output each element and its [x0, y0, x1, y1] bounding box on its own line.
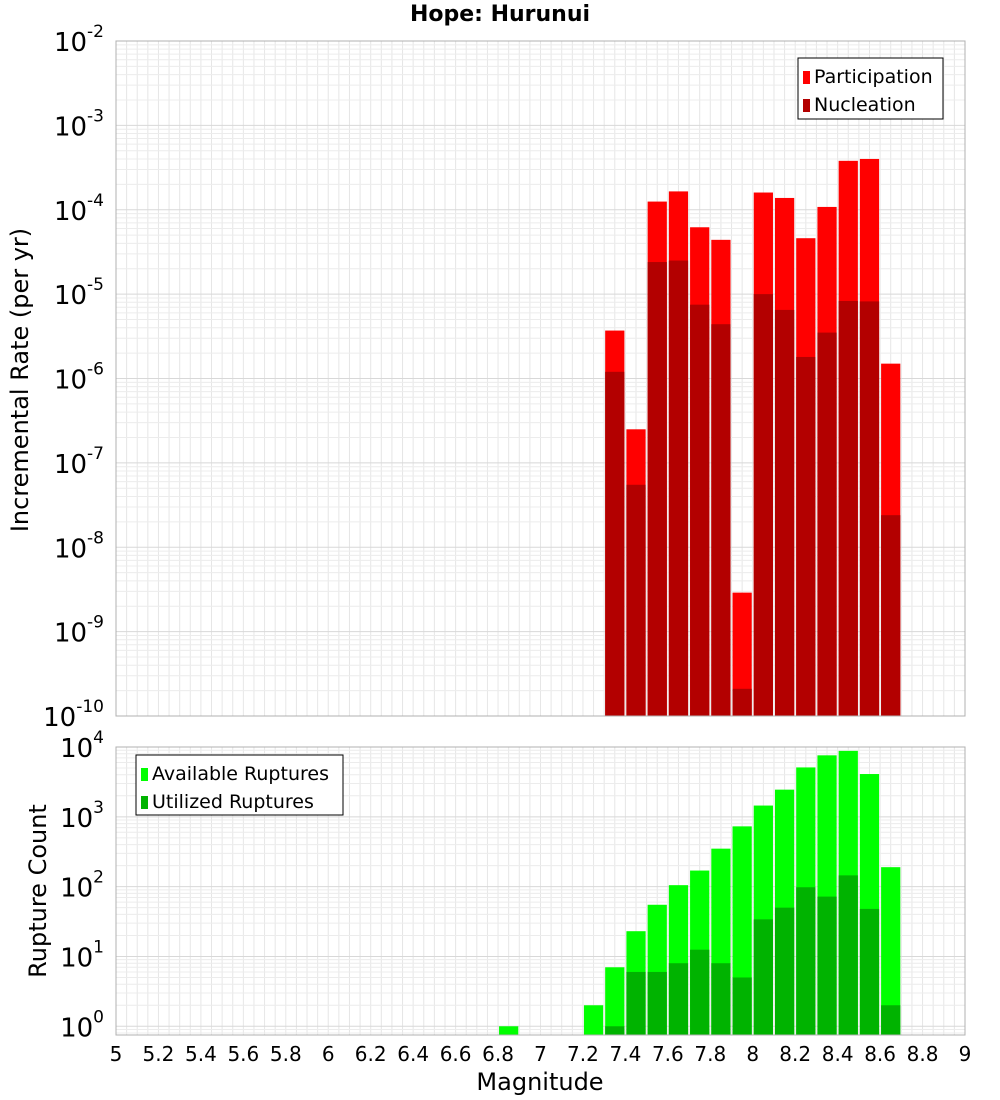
- bar-utilized-ruptures: [732, 977, 752, 1035]
- bar-nucleation: [690, 304, 710, 716]
- x-tick-label: 5.4: [185, 1042, 217, 1066]
- legend: Participation Nucleation: [797, 57, 944, 120]
- x-tick-label: 7: [534, 1042, 547, 1066]
- y-tick-label: 10-4: [54, 191, 104, 227]
- x-tick-label: 6.6: [440, 1042, 472, 1066]
- bar-utilized-ruptures: [626, 971, 646, 1035]
- bar-available-ruptures: [881, 867, 901, 1035]
- rate-y-axis-label: Incremental Rate (per yr): [6, 228, 34, 532]
- bar-nucleation: [753, 294, 773, 716]
- bar-utilized-ruptures: [817, 896, 837, 1035]
- y-tick-label: 103: [60, 798, 104, 834]
- bar-nucleation: [626, 484, 646, 716]
- x-tick-labels: 5 5.2 5.4 5.6 5.8 6 6.2 6.4 6.6 6.8 7 7.2 7.4 7.6 7.8 8…: [110, 1042, 972, 1066]
- bar-nucleation: [817, 332, 837, 716]
- bar-utilized-ruptures: [859, 908, 880, 1035]
- legend-swatch: [141, 796, 148, 809]
- x-tick-label: 6: [322, 1042, 335, 1066]
- rate-panel: 10-10 10-9 10-8 10-7 10-6 10-5 10-4 10-3 10-2 Par…: [43, 22, 966, 733]
- count-y-axis-label: Rupture Count: [24, 804, 52, 978]
- y-tick-label: 102: [60, 868, 104, 904]
- y-tick-label: 10-6: [54, 360, 104, 396]
- x-tick-label: 5.8: [270, 1042, 302, 1066]
- y-tick-label: 101: [60, 937, 104, 973]
- magnitude-axis-label: Magnitude: [476, 1068, 603, 1096]
- y-tick-label: 10-10: [43, 697, 104, 733]
- x-tick-label: 6.2: [355, 1042, 387, 1066]
- bar-nucleation: [711, 324, 731, 716]
- x-tick-label: 5.2: [143, 1042, 175, 1066]
- x-tick-label: 8.4: [822, 1042, 854, 1066]
- y-tick-label: 10-5: [54, 275, 104, 311]
- legend-label: Available Ruptures: [152, 763, 329, 785]
- bar-nucleation: [796, 356, 816, 716]
- legend-label: Nucleation: [814, 94, 916, 116]
- x-tick-label: 7.8: [694, 1042, 726, 1066]
- legend-label: Utilized Ruptures: [152, 791, 314, 813]
- bar-available-ruptures: [499, 1026, 519, 1035]
- legend-swatch: [141, 768, 148, 781]
- y-tick-label: 10-8: [54, 528, 104, 564]
- y-tick-label: 10-9: [54, 613, 104, 649]
- bar-utilized-ruptures: [753, 919, 773, 1035]
- bar-available-ruptures: [605, 967, 625, 1035]
- bar-nucleation: [647, 262, 667, 716]
- x-tick-label: 5: [110, 1042, 123, 1066]
- x-tick-label: 7.4: [609, 1042, 641, 1066]
- bar-utilized-ruptures: [774, 907, 795, 1035]
- bar-utilized-ruptures: [881, 1005, 901, 1035]
- y-tick-label: 10-7: [54, 444, 104, 480]
- x-tick-label: 6.8: [482, 1042, 514, 1066]
- x-tick-label: 8.8: [907, 1042, 939, 1066]
- x-tick-label: 8.2: [779, 1042, 811, 1066]
- x-tick-label: 8: [746, 1042, 759, 1066]
- bar-nucleation: [838, 300, 858, 716]
- y-tick-label: 10-2: [54, 22, 104, 58]
- bar-nucleation: [668, 260, 689, 716]
- bar-available-ruptures: [583, 1005, 604, 1035]
- legend: Available Ruptures Utilized Ruptures: [135, 754, 344, 816]
- bar-utilized-ruptures: [647, 971, 667, 1035]
- legend-box: [135, 754, 344, 816]
- bars: [499, 750, 901, 1035]
- bar-utilized-ruptures: [690, 949, 710, 1035]
- bar-participation: [732, 592, 752, 716]
- count-panel: 100 101 102 103 104 5 5.2 5.4 5.6 5.8 6 6.2 6.4 6.6 6.…: [60, 728, 971, 1066]
- x-tick-label: 9: [959, 1042, 972, 1066]
- x-tick-label: 7.6: [652, 1042, 684, 1066]
- x-tick-label: 6.4: [397, 1042, 429, 1066]
- x-tick-label: 7.2: [567, 1042, 599, 1066]
- bar-nucleation: [859, 301, 880, 716]
- grid: [115, 40, 966, 717]
- legend-swatch: [803, 99, 810, 112]
- x-tick-label: 5.6: [227, 1042, 259, 1066]
- plot-frame: [115, 40, 966, 717]
- bar-nucleation: [774, 309, 795, 716]
- y-tick-label: 100: [60, 1007, 104, 1043]
- bar-utilized-ruptures: [838, 875, 858, 1035]
- legend-label: Participation: [814, 66, 933, 88]
- bars: [605, 158, 901, 717]
- y-tick-labels: 100 101 102 103 104: [60, 728, 104, 1043]
- bar-utilized-ruptures: [668, 963, 689, 1035]
- y-tick-label: 10-3: [54, 106, 104, 142]
- legend-swatch: [803, 71, 810, 84]
- bar-utilized-ruptures: [796, 887, 816, 1035]
- bar-utilized-ruptures: [605, 1026, 625, 1035]
- plot-frame: [115, 746, 966, 1036]
- legend-box: [797, 57, 944, 120]
- bar-nucleation: [881, 515, 901, 716]
- chart-title: Hope: Hurunui: [409, 2, 591, 27]
- bar-nucleation: [732, 688, 752, 716]
- bar-utilized-ruptures: [711, 963, 731, 1035]
- y-tick-labels: 10-10 10-9 10-8 10-7 10-6 10-5 10-4 10-3 10-2: [43, 22, 104, 733]
- x-tick-label: 8.6: [864, 1042, 896, 1066]
- y-tick-label: 104: [60, 728, 104, 764]
- bar-nucleation: [605, 371, 625, 716]
